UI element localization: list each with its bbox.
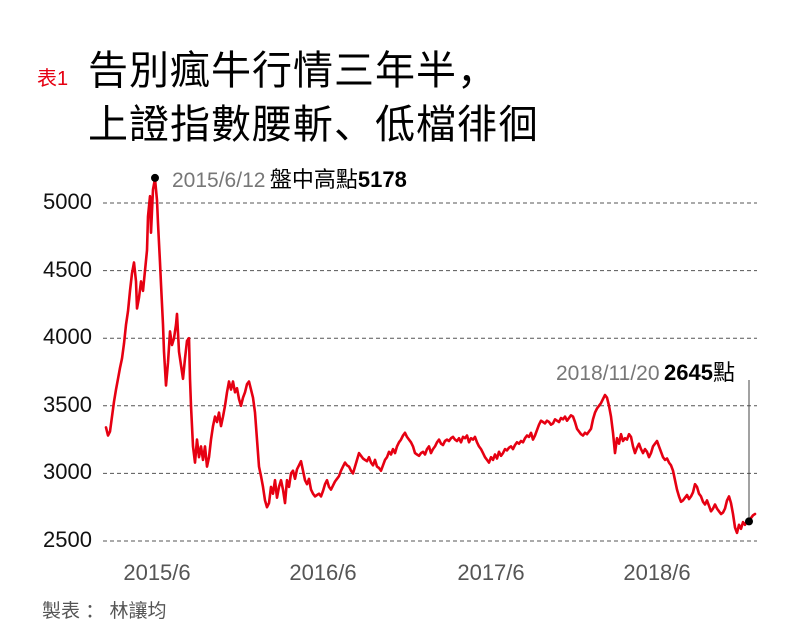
x-tick-label: 2015/6: [123, 560, 191, 585]
latest-annotation: 2018/11/20 2645點: [556, 355, 735, 387]
peak-label: 盤中高點: [269, 167, 358, 192]
y-tick-label: 2500: [43, 527, 92, 552]
gridlines: [103, 202, 757, 542]
y-tick-label: 5000: [43, 189, 92, 214]
peak-value: 5178: [357, 167, 407, 192]
table-number-tag: 表1: [37, 68, 69, 90]
peak-annotation: 2015/6/12 盤中高點5178: [172, 162, 407, 194]
x-tick-label: 2018/6: [623, 560, 691, 585]
latest-value: 2645: [664, 360, 713, 385]
latest-marker: [745, 517, 753, 526]
chart-title-line-2: 上證指數腰斬、低檔徘徊: [88, 103, 539, 147]
index-line: [104, 177, 757, 535]
latest-date: 2018/11/20: [556, 362, 660, 385]
y-tick-label: 4000: [43, 324, 92, 350]
chart-credit: 製表 ： 林讓均: [42, 601, 167, 622]
y-tick-label: 4500: [43, 256, 92, 282]
x-tick-label: 2016/6: [289, 560, 357, 585]
peak-marker: [151, 173, 159, 182]
y-tick-label: 3000: [43, 459, 92, 485]
peak-date: 2015/6/12: [172, 169, 266, 192]
x-tick-label: 2017/6: [457, 560, 525, 585]
chart-title-line-1: 告別瘋牛行情三年半，: [88, 49, 498, 93]
y-tick-label: 3500: [43, 391, 92, 417]
latest-unit: 點: [712, 360, 735, 385]
